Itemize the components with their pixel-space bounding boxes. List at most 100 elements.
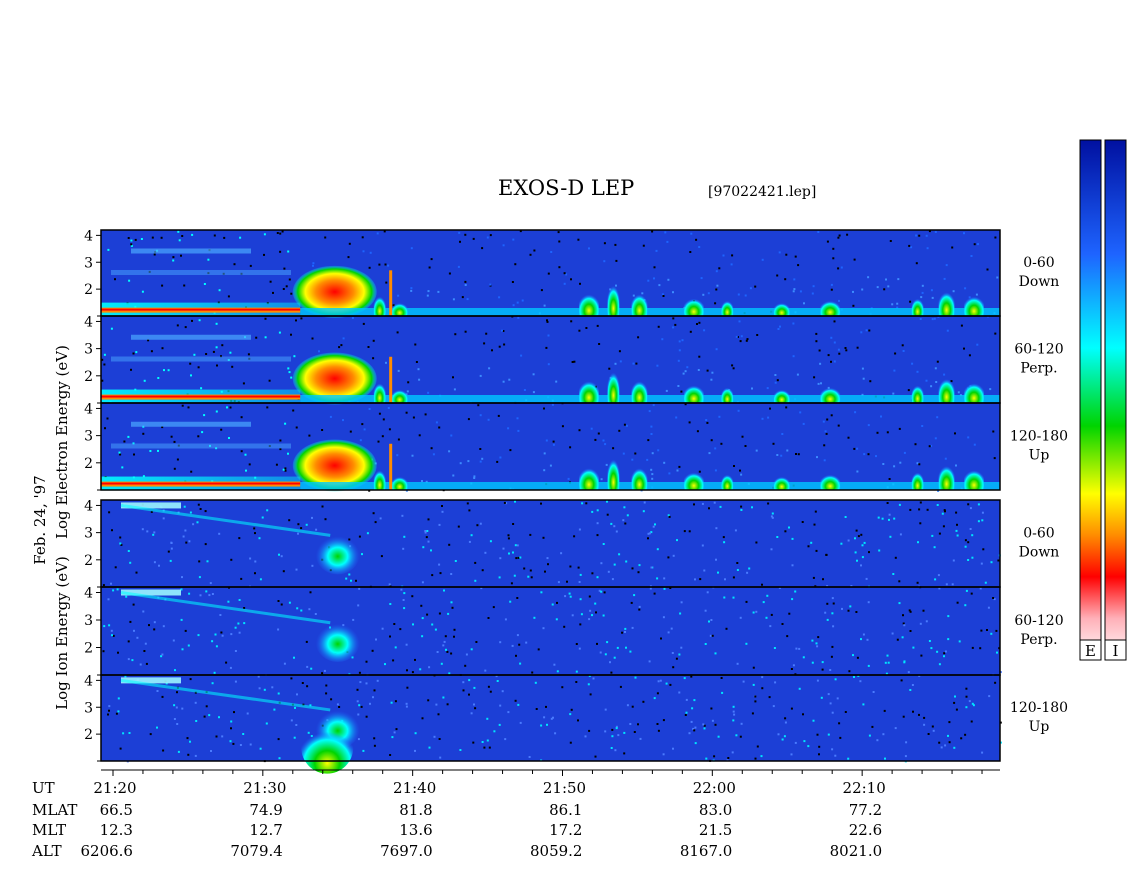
speckle (258, 687, 261, 690)
speckle (119, 542, 122, 545)
speckle (614, 243, 617, 246)
speckle (204, 543, 207, 546)
speckle (615, 725, 618, 728)
panel-direction-label: Perp. (1020, 361, 1057, 377)
speckle (783, 735, 786, 738)
speckle (153, 531, 156, 534)
speckle (708, 507, 710, 510)
speckle (844, 347, 847, 349)
y-tick-label: 2 (84, 553, 93, 569)
speckle (324, 236, 327, 239)
speckle (756, 334, 759, 336)
speckle (170, 547, 173, 550)
ion-band (121, 677, 181, 684)
speckle (767, 502, 770, 505)
speckle (283, 662, 286, 665)
speckle (705, 757, 708, 760)
speckle (194, 691, 197, 694)
speckle (963, 347, 965, 350)
electron-burst (964, 378, 985, 403)
speckle (245, 469, 247, 472)
speckle (403, 592, 406, 595)
speckle (960, 737, 963, 740)
speckle (802, 713, 804, 716)
speckle (172, 259, 175, 262)
speckle (496, 680, 499, 682)
filename-label: [97022421.lep] (708, 184, 817, 200)
speckle (745, 642, 748, 645)
speckle (552, 440, 555, 443)
speckle (731, 364, 734, 367)
speckle (739, 616, 742, 619)
speckle (293, 736, 296, 739)
speckle (642, 700, 645, 703)
speckle (284, 469, 287, 472)
speckle (503, 343, 506, 346)
speckle (680, 601, 683, 604)
speckle (118, 451, 121, 454)
speckle (505, 502, 508, 505)
speckle (773, 647, 776, 649)
speckle (479, 414, 482, 417)
ephemeris-value-mlat: 81.8 (399, 801, 432, 819)
speckle (600, 562, 603, 565)
speckle (938, 587, 941, 590)
speckle (363, 428, 366, 431)
speckle (918, 234, 921, 237)
speckle (114, 566, 117, 569)
speckle (180, 588, 183, 591)
speckle (487, 685, 490, 688)
speckle (427, 540, 430, 543)
speckle (721, 691, 724, 694)
speckle (954, 695, 956, 698)
speckle (573, 535, 576, 538)
speckle (443, 640, 446, 643)
speckle (650, 425, 653, 428)
ephemeris-value-mlat: 74.9 (249, 801, 282, 819)
speckle (321, 505, 324, 508)
speckle (776, 536, 779, 538)
speckle (948, 741, 951, 744)
speckle (194, 754, 197, 757)
date-label: Feb. 24, '97 (31, 475, 49, 564)
speckle (844, 516, 847, 518)
speckle (277, 628, 280, 631)
speckle (826, 240, 829, 243)
axes-group: 2342342342342342340-60Down60-120Perp.120… (31, 228, 1068, 860)
speckle (761, 687, 764, 690)
speckle (854, 411, 857, 414)
speckle (940, 746, 943, 749)
speckle (424, 530, 427, 532)
speckle (594, 438, 597, 441)
speckle (794, 741, 797, 744)
speckle (588, 618, 591, 621)
speckle (752, 611, 755, 614)
speckle (568, 592, 571, 595)
speckle (669, 683, 672, 686)
speckle (551, 603, 554, 606)
speckle (306, 685, 309, 688)
speckle (525, 641, 528, 644)
speckle (964, 604, 967, 607)
speckle (229, 351, 232, 354)
speckle (382, 418, 385, 421)
speckle (516, 544, 519, 547)
speckle (639, 737, 642, 740)
speckle (820, 382, 822, 385)
speckle (810, 541, 813, 544)
speckle (311, 516, 313, 519)
speckle (623, 506, 626, 509)
speckle (376, 232, 379, 235)
speckle (663, 461, 666, 464)
speckle (912, 710, 914, 713)
speckle (698, 321, 701, 324)
speckle (205, 353, 208, 355)
electron-burst (578, 289, 599, 316)
speckle (133, 629, 135, 632)
speckle (597, 432, 600, 435)
speckle (189, 511, 192, 514)
speckle (578, 329, 581, 332)
speckle (410, 247, 413, 250)
speckle (662, 295, 665, 297)
speckle (923, 723, 926, 726)
